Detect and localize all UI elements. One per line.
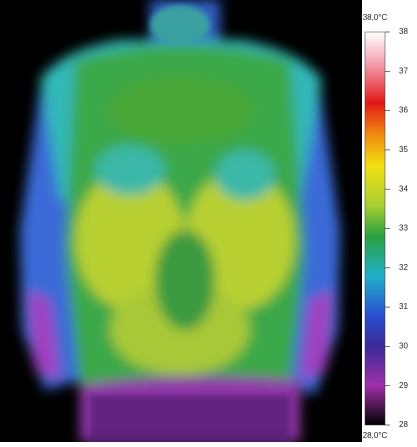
- scale-min-label: 28,0°C: [363, 431, 388, 440]
- scale-max-label: 38,0°C: [363, 13, 388, 22]
- scale-tick-label: 34: [399, 184, 408, 193]
- scale-tick-label: 28: [399, 420, 408, 429]
- scale-tick-label: 33: [399, 224, 408, 233]
- scale-tick-label: 30: [399, 342, 408, 351]
- scale-tick-label: 32: [399, 263, 408, 272]
- thermal-view: 38,0°C 28,0°C 38 37 36 35 34 33 32 31 30 29 28: [0, 0, 417, 442]
- scale-tick-label: 35: [399, 145, 408, 154]
- scale-tick-label: 38: [399, 27, 408, 36]
- scale-tick-label: 29: [399, 381, 408, 390]
- scale-tick-label: 31: [399, 302, 408, 311]
- color-scale: [365, 32, 385, 425]
- scale-tick-label: 36: [399, 106, 408, 115]
- scale-tick-label: 37: [399, 66, 408, 75]
- thermal-body: [20, 0, 340, 442]
